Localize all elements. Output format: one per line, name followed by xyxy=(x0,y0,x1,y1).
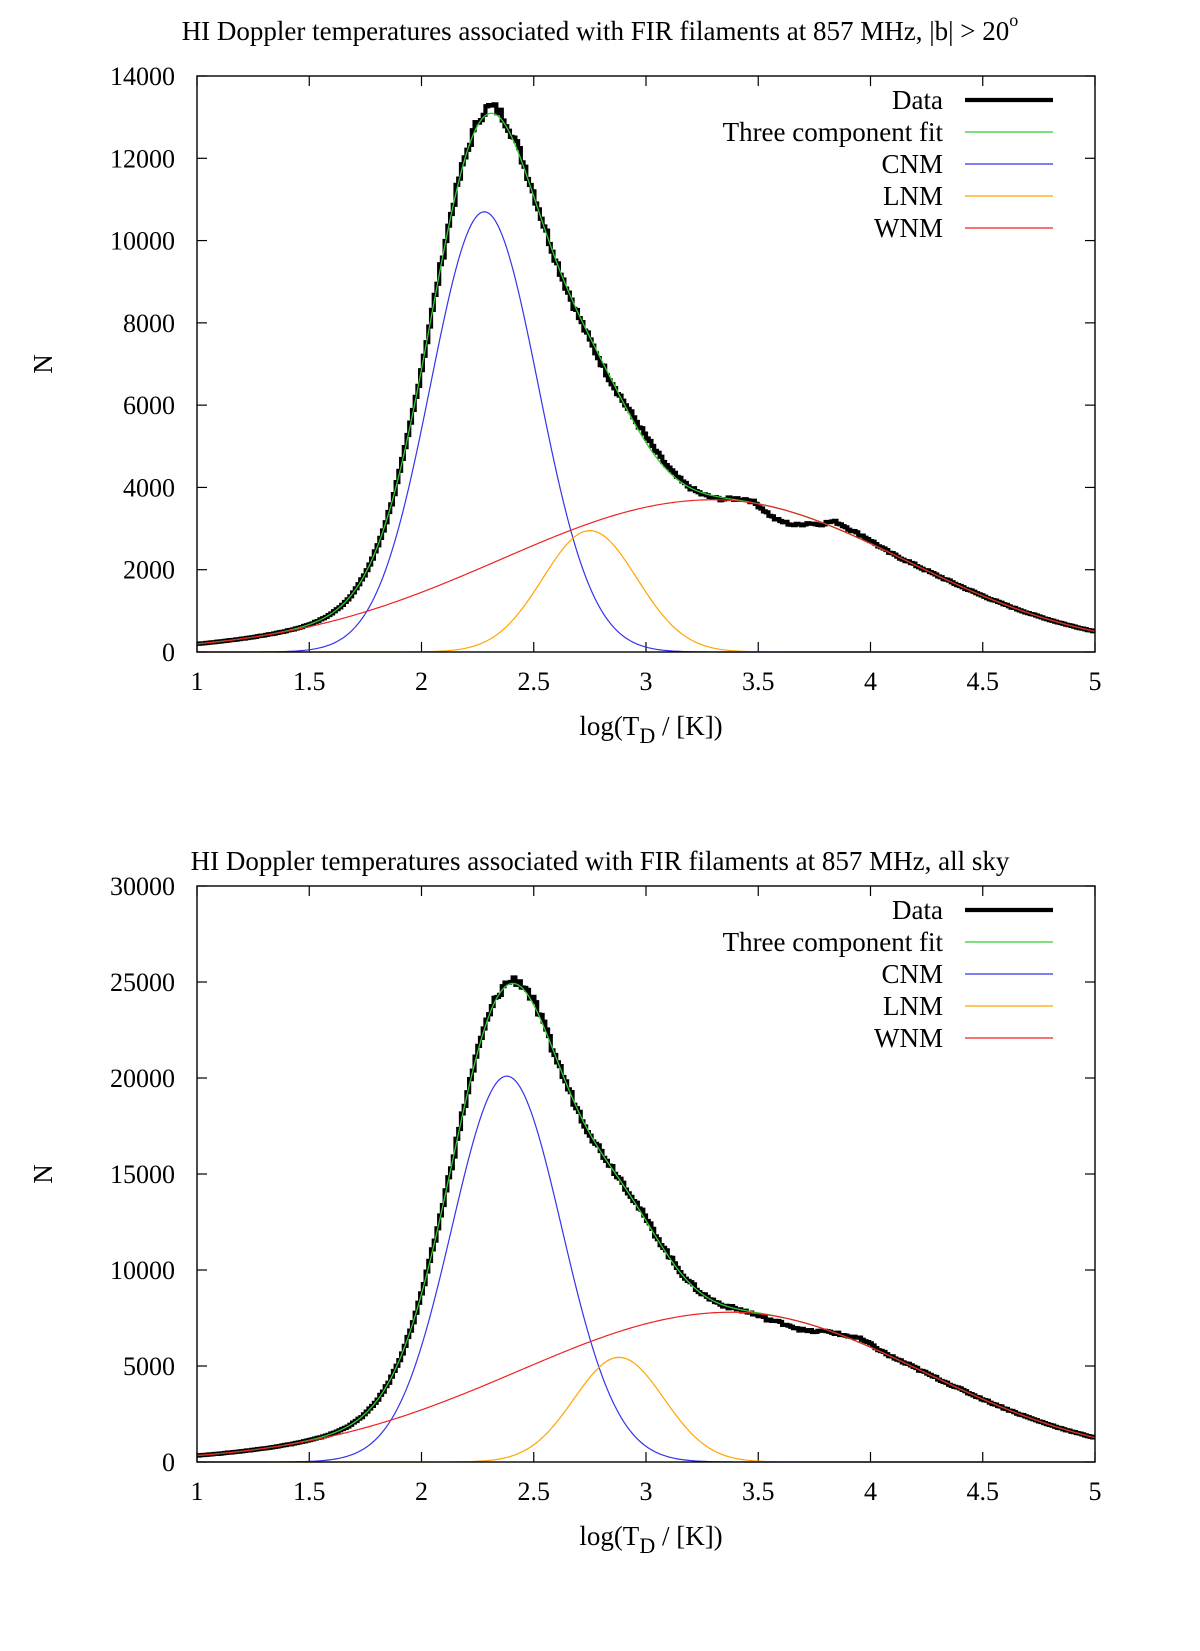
x-axis-label: log(TD / [K]) xyxy=(579,1521,722,1558)
y-tick-label: 20000 xyxy=(110,1064,175,1093)
y-tick-label: 2000 xyxy=(123,556,175,585)
legend-label: WNM xyxy=(874,213,943,243)
y-tick-label: 10000 xyxy=(110,1256,175,1285)
x-tick-label: 5 xyxy=(1089,667,1102,696)
x-tick-label: 2 xyxy=(415,1477,428,1506)
legend-label: CNM xyxy=(881,959,943,989)
y-tick-label: 8000 xyxy=(123,309,175,338)
x-axis-label: log(TD / [K]) xyxy=(579,711,722,748)
three-component-fit-line xyxy=(196,982,1096,1457)
chart-svg: 1 1.5 2 2.5 3 3.5 4 4.5 5 0 5000 10000 15000 20000 250… xyxy=(28,872,1102,1558)
plot-frame xyxy=(196,75,1096,653)
chart-panel-top: HI Doppler temperatures associated with … xyxy=(0,0,1200,820)
y-axis-label: N xyxy=(28,1164,58,1184)
legend-label: LNM xyxy=(883,991,943,1021)
x-tick-label: 2.5 xyxy=(518,667,551,696)
x-tick-label: 3.5 xyxy=(742,1477,775,1506)
chart-title: HI Doppler temperatures associated with … xyxy=(181,10,1019,46)
three-component-fit-line xyxy=(196,112,1096,645)
legend-label: Three component fit xyxy=(723,927,944,957)
cnm-line xyxy=(197,1075,1095,1463)
y-tick-label: 0 xyxy=(162,1448,175,1477)
wnm-line xyxy=(196,1311,1096,1457)
x-tick-label: 4 xyxy=(864,1477,877,1506)
y-tick-label: 6000 xyxy=(123,391,175,420)
x-tick-label: 4.5 xyxy=(967,1477,1000,1506)
x-tick-label: 3 xyxy=(640,1477,653,1506)
x-tick-label: 1 xyxy=(191,667,204,696)
x-tick-label: 4.5 xyxy=(967,667,1000,696)
legend-label: LNM xyxy=(883,181,943,211)
lnm-line xyxy=(197,530,1095,653)
legend-label: WNM xyxy=(874,1023,943,1053)
x-tick-label: 1.5 xyxy=(293,1477,326,1506)
legend-label: Three component fit xyxy=(723,117,944,147)
legend-label: Data xyxy=(892,895,943,925)
y-tick-label: 0 xyxy=(162,638,175,667)
chart-svg: 1 1.5 2 2.5 3 3.5 4 4.5 5 0 2000 4000 6000 8000 10000 1… xyxy=(28,62,1102,748)
y-tick-label: 5000 xyxy=(123,1352,175,1381)
x-tick-label: 5 xyxy=(1089,1477,1102,1506)
legend-label: CNM xyxy=(881,149,943,179)
y-tick-label: 10000 xyxy=(110,227,175,256)
x-tick-label: 3 xyxy=(640,667,653,696)
x-tick-label: 2.5 xyxy=(518,1477,551,1506)
y-tick-label: 12000 xyxy=(110,144,175,173)
x-tick-label: 1 xyxy=(191,1477,204,1506)
y-tick-label: 25000 xyxy=(110,968,175,997)
x-tick-label: 2 xyxy=(415,667,428,696)
y-tick-label: 4000 xyxy=(123,473,175,502)
y-tick-label: 14000 xyxy=(110,62,175,91)
x-tick-label: 4 xyxy=(864,667,877,696)
x-tick-label: 3.5 xyxy=(742,667,775,696)
chart-title: HI Doppler temperatures associated with … xyxy=(190,846,1010,876)
y-tick-label: 30000 xyxy=(110,872,175,901)
y-tick-label: 15000 xyxy=(110,1160,175,1189)
legend-label: Data xyxy=(892,85,943,115)
x-tick-label: 1.5 xyxy=(293,667,326,696)
plot-frame xyxy=(196,885,1096,1463)
y-axis-label: N xyxy=(28,354,58,374)
chart-panel-bottom: HI Doppler temperatures associated with … xyxy=(0,830,1200,1651)
wnm-line xyxy=(196,499,1096,645)
data-histogram-line xyxy=(197,975,1095,1458)
data-histogram-line xyxy=(197,102,1095,646)
